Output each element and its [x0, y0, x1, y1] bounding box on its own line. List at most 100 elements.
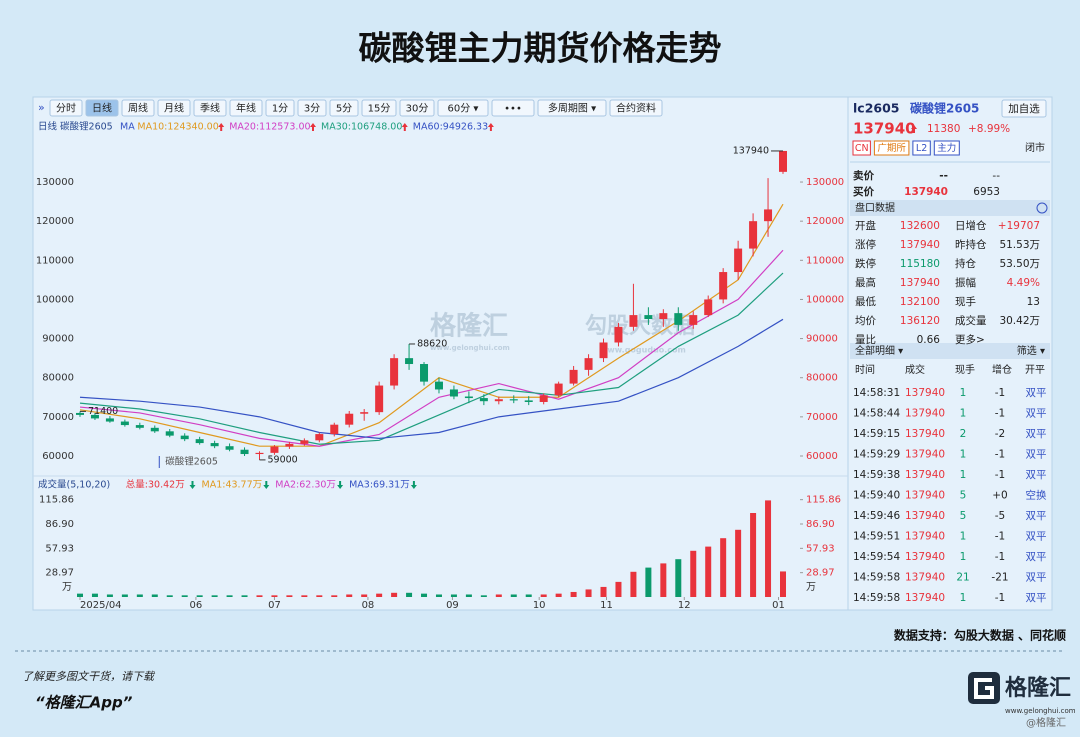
candle-body [584, 358, 593, 370]
stat-label: 最低 [855, 295, 876, 308]
y-tick-label: 120000 [36, 216, 74, 227]
candle-body [345, 413, 354, 425]
stat-label: 跌停 [855, 257, 876, 270]
toolbar-button[interactable] [157, 99, 191, 117]
toolbar-button-label: 季线 [200, 102, 220, 115]
legend-label: MA [120, 122, 135, 133]
candle-body [569, 369, 578, 384]
toolbar-button[interactable] [491, 99, 535, 117]
legend-item: MA10:124340.00 [137, 122, 218, 133]
vol-legend-item: 总量:30.42万 [126, 479, 185, 491]
annotation: 137940 [733, 145, 769, 156]
vol-y-tick-label: 28.97 [45, 568, 74, 579]
y-tick-label: 80000 [42, 373, 74, 384]
stat-value: 115180 [900, 258, 940, 270]
volume-bar [690, 550, 697, 597]
toolbar-button[interactable] [49, 99, 83, 117]
stat-value: 53.50万 [999, 258, 1040, 270]
volume-bar [241, 595, 248, 597]
detail-cell: -2 [995, 428, 1005, 440]
vol-legend-item: MA3:69.31万 [349, 480, 410, 491]
toolbar-button[interactable] [121, 99, 155, 117]
candle-body [210, 443, 219, 447]
y2-tick-label: 80000 [806, 373, 838, 384]
stat-value: 132100 [900, 296, 940, 308]
volume-bar [256, 595, 263, 597]
volume-bar [495, 594, 502, 597]
stat-label: 均价 [855, 315, 876, 327]
download-prompt: 了解更多图文干货，请下载 [22, 670, 156, 683]
toolbar-button[interactable] [85, 99, 119, 117]
stat-label: 成交量 [955, 314, 987, 327]
toolbar-button[interactable] [229, 99, 263, 117]
candle-body [599, 342, 608, 359]
candle-body [494, 399, 503, 402]
candle-body [165, 431, 174, 436]
corner-watermark: @格隆汇 [1026, 716, 1066, 729]
vol-y2-tick-label: 28.97 [806, 568, 835, 579]
candle-body [704, 299, 713, 316]
volume-bar [705, 546, 712, 597]
detail-title: 全部明细 ▾ [855, 344, 903, 357]
stats-settings-icon[interactable] [1036, 202, 1048, 214]
volume-bar [585, 589, 592, 597]
watermark: www.goguduo.com [600, 346, 686, 355]
y2-tick-label: 130000 [806, 177, 844, 188]
candle-body [464, 396, 473, 399]
x-tick-label: 12 [678, 600, 691, 611]
toolbar-button[interactable] [361, 99, 397, 117]
toolbar-button-label: 3分 [304, 103, 320, 115]
toolbar-button[interactable] [193, 99, 227, 117]
ma-line [79, 272, 784, 445]
trend-arrow [401, 123, 408, 131]
stat-label: 昨持仓 [955, 238, 987, 251]
y2-tick-label: 90000 [806, 334, 838, 345]
app-name: “格隆汇App” [35, 694, 133, 712]
volume-bar [286, 595, 293, 597]
toolbar-button[interactable] [399, 99, 435, 117]
toolbar-button[interactable] [297, 99, 327, 117]
stat-label: 振幅 [955, 276, 976, 289]
detail-cell: 137940 [905, 469, 945, 481]
toolbar-button[interactable] [609, 99, 663, 117]
volume-bar [106, 594, 113, 597]
candle-body [120, 421, 129, 426]
detail-cell: 14:58:31 [853, 387, 900, 399]
trend-arrow [911, 125, 917, 133]
toolbar-button[interactable] [437, 99, 489, 117]
candle-body [449, 389, 458, 397]
candle-body [225, 446, 234, 450]
toolbar-button[interactable] [537, 99, 607, 117]
detail-cell: 137940 [905, 572, 945, 584]
trend-arrow [410, 481, 417, 489]
add-watch-button[interactable] [1001, 99, 1047, 118]
detail-cell: -1 [995, 592, 1005, 604]
volume-bar [166, 595, 173, 597]
toolbar-button[interactable] [265, 99, 295, 117]
trend-arrow [310, 123, 316, 131]
detail-cell: 1 [960, 592, 967, 604]
legend-item: MA30:106748.00 [321, 122, 402, 133]
trend-arrow [337, 481, 344, 489]
detail-cell: 双平 [1026, 510, 1047, 522]
volume-bar [570, 591, 577, 597]
candle-body [90, 414, 99, 419]
volume-bar [361, 594, 368, 597]
candle-body [240, 449, 249, 455]
toolbar-button[interactable] [329, 99, 359, 117]
toolbar-button-label: 周线 [128, 102, 148, 115]
y-tick-label: 70000 [42, 412, 74, 423]
volume-bar [196, 595, 203, 597]
detail-cell: 2 [960, 428, 967, 440]
volume-bar [151, 594, 158, 597]
detail-header-bg [850, 343, 1050, 359]
candle-body [644, 315, 653, 320]
detail-cell: -5 [995, 510, 1005, 522]
volume-bar [271, 595, 278, 597]
toolbar-button-label: 合约资料 [616, 102, 656, 115]
last-price: 137940 [853, 120, 916, 138]
x-tick-label: 08 [362, 600, 375, 611]
volume-bar [735, 529, 742, 597]
candle-body [749, 221, 758, 249]
